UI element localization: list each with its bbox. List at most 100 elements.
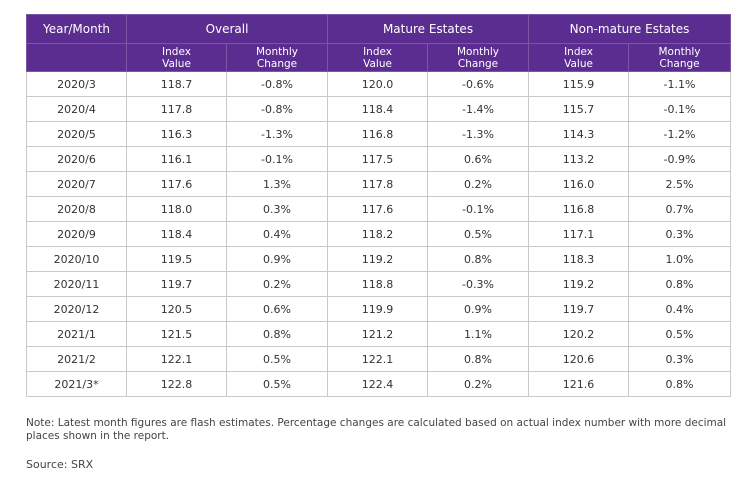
table-row: 2020/3 118.7 -0.8% 120.0 -0.6% 115.9 -1.1% <box>26 71 732 97</box>
cell-overall-change: 0.3% <box>225 196 329 222</box>
cell-mature-change: -1.3% <box>427 121 530 147</box>
cell-mature-change: 0.8% <box>427 346 530 372</box>
cell-nonmature-change: -1.2% <box>628 121 732 147</box>
cell-nonmature-index: 113.2 <box>528 146 630 172</box>
cell-year-month: 2020/5 <box>26 121 127 147</box>
header-row-subcolumns: Index Value Monthly Change Index Value M… <box>26 43 732 72</box>
cell-mature-change: -0.6% <box>427 71 530 97</box>
cell-mature-change: 1.1% <box>427 321 530 347</box>
cell-year-month: 2020/8 <box>26 196 127 222</box>
cell-overall-change: 0.5% <box>225 346 329 372</box>
cell-overall-change: 0.4% <box>225 221 329 247</box>
cell-nonmature-change: 0.3% <box>628 346 732 372</box>
cell-year-month: 2020/3 <box>26 71 127 97</box>
cell-nonmature-index: 121.6 <box>528 371 630 397</box>
cell-overall-change: 1.3% <box>225 171 329 197</box>
table-row: 2020/8 118.0 0.3% 117.6 -0.1% 116.8 0.7% <box>26 196 732 222</box>
cell-mature-index: 122.1 <box>327 346 429 372</box>
cell-overall-index: 122.1 <box>126 346 227 372</box>
cell-overall-index: 122.8 <box>126 371 227 397</box>
table-row: 2020/11 119.7 0.2% 118.8 -0.3% 119.2 0.8% <box>26 271 732 297</box>
cell-nonmature-change: 0.7% <box>628 196 732 222</box>
cell-overall-change: 0.8% <box>225 321 329 347</box>
cell-overall-index: 119.7 <box>126 271 227 297</box>
header-blank <box>26 43 127 72</box>
cell-overall-index: 121.5 <box>126 321 227 347</box>
footnote: Note: Latest month figures are flash est… <box>26 417 727 442</box>
cell-nonmature-index: 117.1 <box>528 221 630 247</box>
cell-mature-index: 116.8 <box>327 121 429 147</box>
cell-nonmature-index: 114.3 <box>528 121 630 147</box>
cell-nonmature-index: 120.6 <box>528 346 630 372</box>
subheader-monthly-change: Monthly Change <box>628 43 732 72</box>
cell-nonmature-change: -0.9% <box>628 146 732 172</box>
cell-mature-index: 122.4 <box>327 371 429 397</box>
cell-overall-change: 0.6% <box>225 296 329 322</box>
cell-nonmature-index: 116.0 <box>528 171 630 197</box>
table-body: 2020/3 118.7 -0.8% 120.0 -0.6% 115.9 -1.1% 2020… <box>26 71 732 397</box>
cell-nonmature-change: 0.4% <box>628 296 732 322</box>
cell-nonmature-index: 118.3 <box>528 246 630 272</box>
cell-nonmature-change: 0.5% <box>628 321 732 347</box>
header-row-groups: Year/Month Overall Mature Estates Non-ma… <box>26 14 732 44</box>
cell-year-month: 2021/1 <box>26 321 127 347</box>
cell-nonmature-change: 1.0% <box>628 246 732 272</box>
cell-year-month: 2020/7 <box>26 171 127 197</box>
cell-overall-index: 117.6 <box>126 171 227 197</box>
cell-nonmature-change: 2.5% <box>628 171 732 197</box>
table-row: 2020/12 120.5 0.6% 119.9 0.9% 119.7 0.4% <box>26 296 732 322</box>
cell-mature-change: -1.4% <box>427 96 530 122</box>
table-row: 2021/2 122.1 0.5% 122.1 0.8% 120.6 0.3% <box>26 346 732 372</box>
header-non-mature-estates: Non-mature Estates <box>528 14 732 44</box>
subheader-monthly-change: Monthly Change <box>225 43 329 72</box>
cell-mature-change: 0.9% <box>427 296 530 322</box>
table-row: 2020/10 119.5 0.9% 119.2 0.8% 118.3 1.0% <box>26 246 732 272</box>
cell-year-month: 2020/11 <box>26 271 127 297</box>
cell-year-month: 2020/12 <box>26 296 127 322</box>
cell-overall-index: 116.1 <box>126 146 227 172</box>
cell-mature-change: 0.6% <box>427 146 530 172</box>
cell-year-month: 2021/2 <box>26 346 127 372</box>
cell-overall-change: 0.5% <box>225 371 329 397</box>
cell-overall-index: 118.4 <box>126 221 227 247</box>
cell-mature-index: 119.9 <box>327 296 429 322</box>
cell-nonmature-index: 119.7 <box>528 296 630 322</box>
cell-mature-index: 119.2 <box>327 246 429 272</box>
table-row: 2020/9 118.4 0.4% 118.2 0.5% 117.1 0.3% <box>26 221 732 247</box>
cell-year-month: 2020/10 <box>26 246 127 272</box>
cell-overall-index: 118.0 <box>126 196 227 222</box>
cell-mature-index: 120.0 <box>327 71 429 97</box>
cell-overall-change: -0.8% <box>225 71 329 97</box>
subheader-index-value: Index Value <box>327 43 429 72</box>
header-mature-estates: Mature Estates <box>327 14 530 44</box>
cell-nonmature-change: 0.8% <box>628 271 732 297</box>
cell-mature-index: 117.5 <box>327 146 429 172</box>
table-row: 2021/3* 122.8 0.5% 122.4 0.2% 121.6 0.8% <box>26 371 732 397</box>
cell-nonmature-change: 0.3% <box>628 221 732 247</box>
table-row: 2021/1 121.5 0.8% 121.2 1.1% 120.2 0.5% <box>26 321 732 347</box>
cell-mature-change: 0.8% <box>427 246 530 272</box>
cell-mature-index: 118.2 <box>327 221 429 247</box>
cell-year-month: 2020/6 <box>26 146 127 172</box>
cell-mature-index: 117.8 <box>327 171 429 197</box>
cell-nonmature-index: 115.7 <box>528 96 630 122</box>
cell-nonmature-change: 0.8% <box>628 371 732 397</box>
subheader-index-value: Index Value <box>528 43 630 72</box>
cell-mature-change: -0.3% <box>427 271 530 297</box>
cell-overall-index: 117.8 <box>126 96 227 122</box>
cell-mature-change: 0.2% <box>427 171 530 197</box>
cell-nonmature-change: -0.1% <box>628 96 732 122</box>
cell-nonmature-index: 116.8 <box>528 196 630 222</box>
cell-mature-change: -0.1% <box>427 196 530 222</box>
table-row: 2020/6 116.1 -0.1% 117.5 0.6% 113.2 -0.9% <box>26 146 732 172</box>
cell-overall-change: 0.9% <box>225 246 329 272</box>
header-year-month: Year/Month <box>26 14 127 44</box>
subheader-monthly-change: Monthly Change <box>427 43 530 72</box>
source-credit: Source: SRX <box>26 458 94 471</box>
table-row: 2020/4 117.8 -0.8% 118.4 -1.4% 115.7 -0.1% <box>26 96 732 122</box>
cell-mature-index: 118.8 <box>327 271 429 297</box>
cell-overall-change: -0.1% <box>225 146 329 172</box>
cell-year-month: 2020/4 <box>26 96 127 122</box>
cell-overall-index: 118.7 <box>126 71 227 97</box>
subheader-index-value: Index Value <box>126 43 227 72</box>
